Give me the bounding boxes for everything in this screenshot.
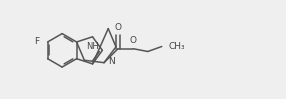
Text: NH: NH <box>86 42 99 51</box>
Text: CH₃: CH₃ <box>169 42 185 51</box>
Text: O: O <box>114 23 122 32</box>
Text: N: N <box>108 57 114 66</box>
Text: F: F <box>35 37 39 46</box>
Text: O: O <box>130 36 137 45</box>
